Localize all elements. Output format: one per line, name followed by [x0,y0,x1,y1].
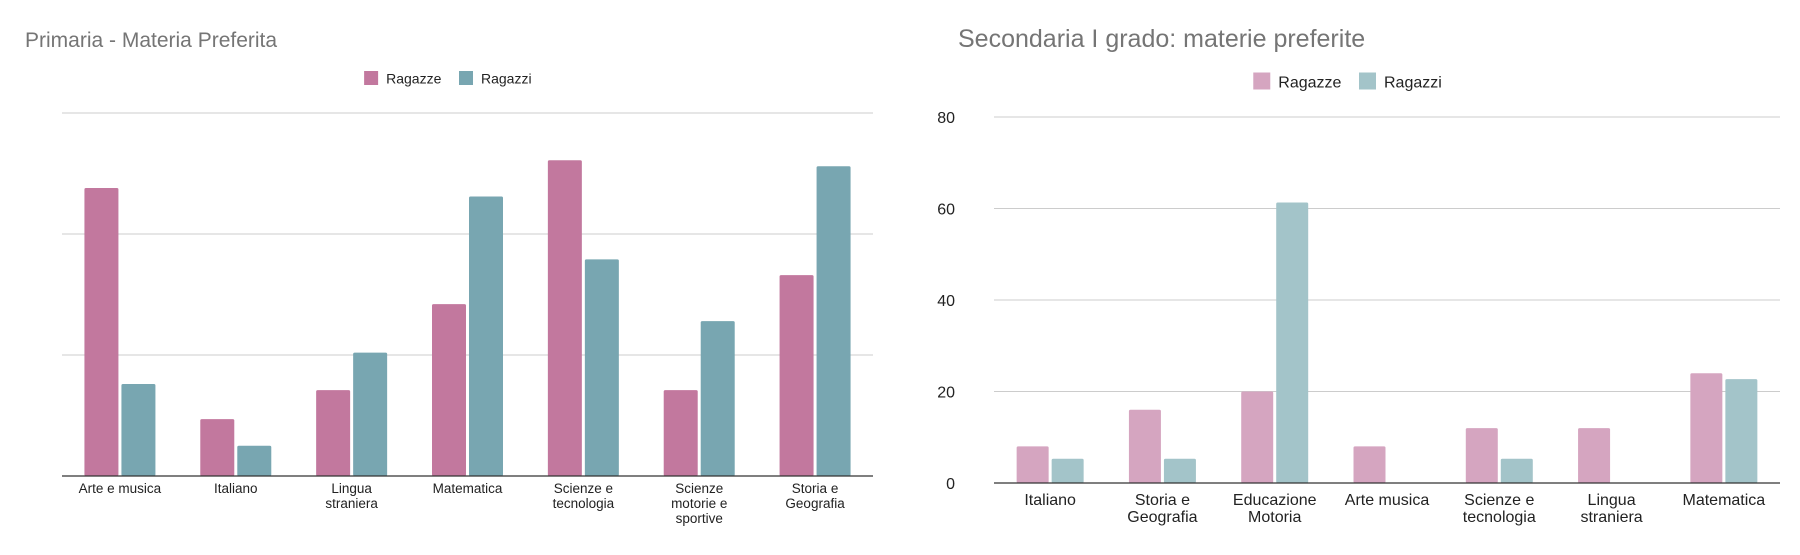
bar-ragazze [200,419,235,476]
bar-ragazzi [121,384,156,476]
bar-ragazzi [1500,458,1533,483]
y-tick-label: 20 [937,385,955,402]
bar-ragazzi [353,352,388,476]
x-tick-label: Arte e musica [79,481,162,496]
x-tick-label: Italiano [214,481,258,496]
bar-ragazze [779,275,814,476]
x-tick-label: Educazione Motoria [1233,492,1317,526]
x-tick-label: Scienze e tecnologia [1463,492,1536,526]
primaria-bar-chart: Primaria - Materia Preferita Arte e music… [25,29,873,526]
bar-ragazze [1016,446,1049,483]
y-tick-label: 80 [937,110,955,127]
bar-ragazze [316,390,351,476]
bar-ragazzi [1725,379,1758,483]
bar-ragazze [1353,446,1386,483]
y-tick-label: 0 [946,476,955,493]
bar-ragazze [1128,409,1161,483]
bar-ragazze [84,188,119,476]
legend-label: Ragazze [386,71,441,87]
x-tick-label: Lingua straniera [1580,492,1642,526]
x-tick-label: Scienze motorie e sportive [671,481,727,526]
x-tick-label: Matematica [1683,492,1766,509]
bar-ragazze [1465,428,1498,483]
bar-ragazze [1690,373,1723,483]
bar-ragazzi [237,445,272,476]
chart-title: Secondaria I grado: materie preferite [958,25,1365,53]
x-tick-label: Storia e Geografia [785,481,845,511]
x-tick-label: Italiano [1024,492,1076,509]
bar-ragazzi [1051,458,1084,483]
legend-swatch [459,71,473,85]
legend-label: Ragazzi [1384,74,1442,91]
bar-ragazzi [816,166,851,477]
legend-swatch [1359,72,1376,90]
bar-ragazzi [584,259,619,476]
bar-ragazzi [1163,458,1196,483]
chart-title: Primaria - Materia Preferita [25,29,277,52]
legend-swatch [1253,72,1271,90]
x-tick-label: Matematica [433,481,503,496]
bar-ragazze [432,304,466,476]
bar-ragazzi [1276,202,1309,484]
legend-label: Ragazzi [481,71,532,87]
x-tick-label: Scienze e tecnologia [553,481,615,511]
bar-ragazzi [469,196,503,477]
bar-ragazze [663,390,698,476]
bar-ragazzi [700,321,735,476]
legend-swatch [364,71,379,85]
bar-ragazze [1578,428,1611,483]
bar-ragazze [547,160,582,476]
x-tick-label: Lingua straniera [325,481,378,511]
legend-label: Ragazze [1278,74,1341,91]
x-tick-label: Arte musica [1345,492,1430,509]
x-tick-label: Storia e Geografia [1127,492,1197,526]
bar-ragazze [1241,391,1274,483]
y-tick-label: 60 [937,202,955,219]
y-tick-label: 40 [937,293,955,310]
secondaria-bar-chart: Secondaria I grado: materie preferite 0 20… [937,25,1780,526]
